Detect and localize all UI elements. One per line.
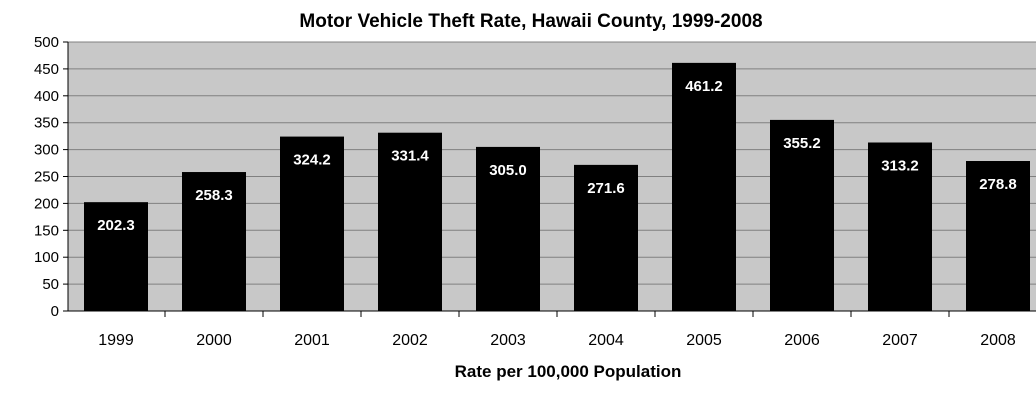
data-label: 355.2 xyxy=(783,135,821,152)
data-label: 202.3 xyxy=(97,217,135,234)
y-tick-label: 200 xyxy=(34,195,59,212)
x-tick-label: 2001 xyxy=(294,332,330,349)
y-tick-label: 450 xyxy=(34,61,59,78)
bars xyxy=(84,62,1030,311)
x-tick-label: 2006 xyxy=(784,332,820,349)
data-label: 278.8 xyxy=(979,176,1017,193)
y-axis-tick-labels: 0 50 100 150 200 250 300 350 400 450 500 xyxy=(34,34,59,320)
x-tick-label: 2008 xyxy=(980,332,1016,349)
data-label: 305.0 xyxy=(489,162,527,179)
data-label: 461.2 xyxy=(685,78,723,95)
x-tick-label: 2007 xyxy=(882,332,918,349)
data-label: 313.2 xyxy=(881,157,919,174)
x-axis-title: Rate per 100,000 Population xyxy=(455,362,682,381)
data-labels: 202.3 258.3 324.2 331.4 305.0 271.6 461.2 355.2… xyxy=(97,78,1017,234)
y-tick-label: 350 xyxy=(34,115,59,132)
x-tick-label: 1999 xyxy=(98,332,134,349)
y-tick-label: 150 xyxy=(34,222,59,239)
bar-2006 xyxy=(770,119,834,311)
data-label: 324.2 xyxy=(293,152,331,169)
bar-2007 xyxy=(868,142,932,311)
x-tick-label: 2005 xyxy=(686,332,722,349)
chart-title: Motor Vehicle Theft Rate, Hawaii County,… xyxy=(299,11,762,32)
bar-2003 xyxy=(476,146,540,311)
bar-2004 xyxy=(574,164,638,311)
bar-2001 xyxy=(280,136,344,311)
bar-2005 xyxy=(672,62,736,311)
bar-2008 xyxy=(966,161,1030,311)
x-tick-label: 2004 xyxy=(588,332,624,349)
y-tick-label: 50 xyxy=(42,276,59,293)
y-tick-label: 300 xyxy=(34,142,59,159)
y-tick-label: 400 xyxy=(34,88,59,105)
bar-1999 xyxy=(84,202,148,311)
y-tick-label: 0 xyxy=(51,303,59,320)
x-tick-label: 2000 xyxy=(196,332,232,349)
bar-2000 xyxy=(182,172,246,311)
data-label: 271.6 xyxy=(587,180,625,197)
axes xyxy=(63,41,1036,317)
x-axis-tick-labels: 1999 2000 2001 2002 2003 2004 2005 2006 2007 2008 xyxy=(98,332,1016,349)
y-tick-label: 100 xyxy=(34,249,59,266)
bar-2002 xyxy=(378,132,442,311)
data-label: 258.3 xyxy=(195,187,233,204)
x-tick-label: 2003 xyxy=(490,332,526,349)
y-tick-label: 500 xyxy=(34,34,59,51)
y-tick-label: 250 xyxy=(34,169,59,186)
data-label: 331.4 xyxy=(391,148,429,165)
x-tick-label: 2002 xyxy=(392,332,428,349)
